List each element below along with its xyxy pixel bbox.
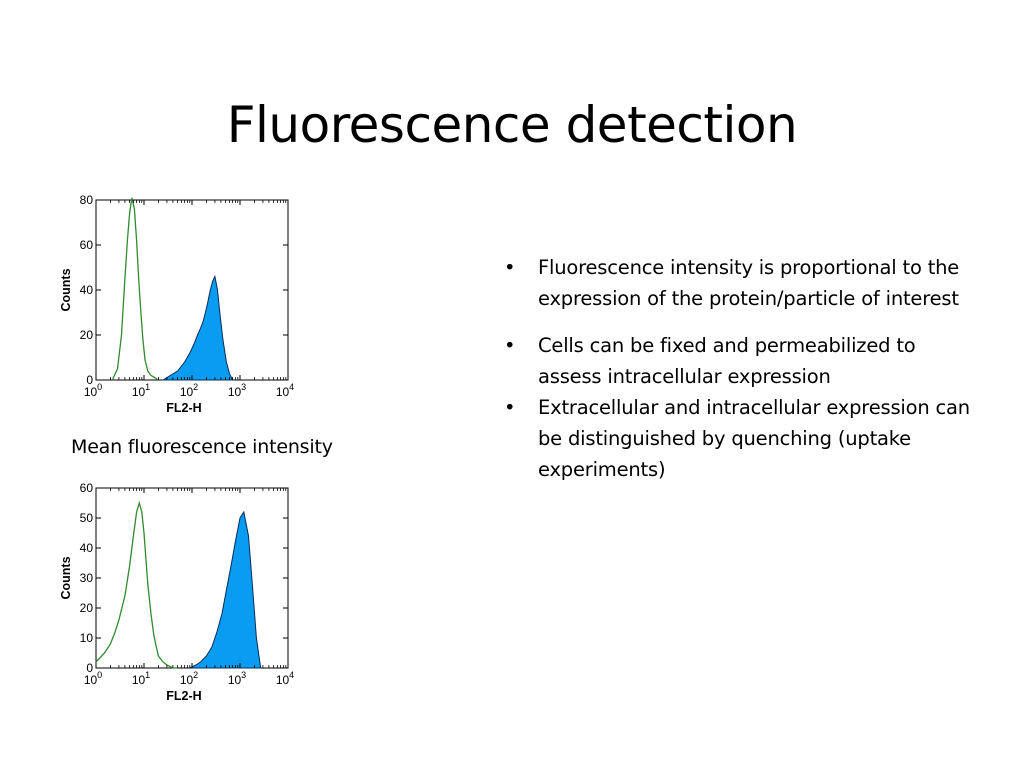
histogram-filled-series: [161, 274, 234, 381]
bullet-item: Fluorescence intensity is proportional t…: [502, 252, 972, 314]
bullet-item: Cells can be fixed and permeabilized to …: [502, 330, 972, 392]
bullet-item: Extracellular and intracellular expressi…: [502, 392, 972, 485]
y-axis-label: Counts: [59, 556, 73, 599]
histogram-top: 0 20 40 60 80 100 101 102 103 104 FL2-H Counts: [58, 188, 308, 420]
y-tick-label: 0: [86, 373, 93, 387]
y-tick-label: 80: [80, 193, 94, 207]
y-tick-label: 0: [86, 661, 93, 675]
y-tick-label: 40: [80, 541, 94, 555]
x-tick-label: 103: [228, 670, 246, 687]
x-tick-label: 102: [180, 382, 198, 399]
histogram-bottom: 0 10 20 30 40 50 60 100 101 102 103 104 FL2-H Counts: [58, 476, 308, 708]
y-tick-label: 30: [80, 571, 94, 585]
x-tick-label: 102: [180, 670, 198, 687]
bullet-list: Fluorescence intensity is proportional t…: [502, 252, 972, 485]
y-tick-label: 10: [80, 631, 94, 645]
histogram-outline-series: [95, 500, 178, 669]
x-tick-label: 101: [132, 382, 150, 399]
x-tick-label: 104: [276, 382, 294, 399]
x-axis-label: FL2-H: [166, 689, 201, 703]
y-tick-label: 20: [80, 601, 94, 615]
y-tick-label: 20: [80, 328, 94, 342]
x-tick-label: 100: [84, 670, 102, 687]
x-axis-label: FL2-H: [166, 401, 201, 415]
histogram-outline-series: [111, 197, 159, 381]
y-tick-label: 60: [80, 238, 94, 252]
x-tick-label: 100: [84, 382, 102, 399]
plot-frame: [95, 487, 289, 669]
slide-title: Fluorescence detection: [226, 95, 798, 154]
histogram-filled-series: [189, 510, 262, 669]
histogram-bottom-svg: 0 10 20 30 40 50 60 100 101 102 103 104 FL2-H Counts: [59, 481, 294, 703]
x-tick-label: 103: [228, 382, 246, 399]
caption-mean-fluorescence: Mean fluorescence intensity: [71, 436, 333, 458]
y-tick-label: 60: [80, 481, 94, 495]
x-tick-label: 104: [276, 670, 294, 687]
x-tick-label: 101: [132, 670, 150, 687]
y-axis-label: Counts: [59, 268, 73, 311]
y-tick-label: 40: [80, 283, 94, 297]
histogram-top-svg: 0 20 40 60 80 100 101 102 103 104 FL2-H Counts: [59, 193, 294, 415]
y-tick-label: 50: [80, 511, 94, 525]
